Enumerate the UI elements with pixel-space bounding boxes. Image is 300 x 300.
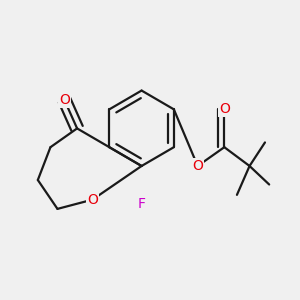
Text: F: F [138,197,146,211]
Text: O: O [192,159,203,173]
Text: O: O [219,102,230,116]
Text: O: O [59,93,70,107]
Text: O: O [87,193,98,207]
